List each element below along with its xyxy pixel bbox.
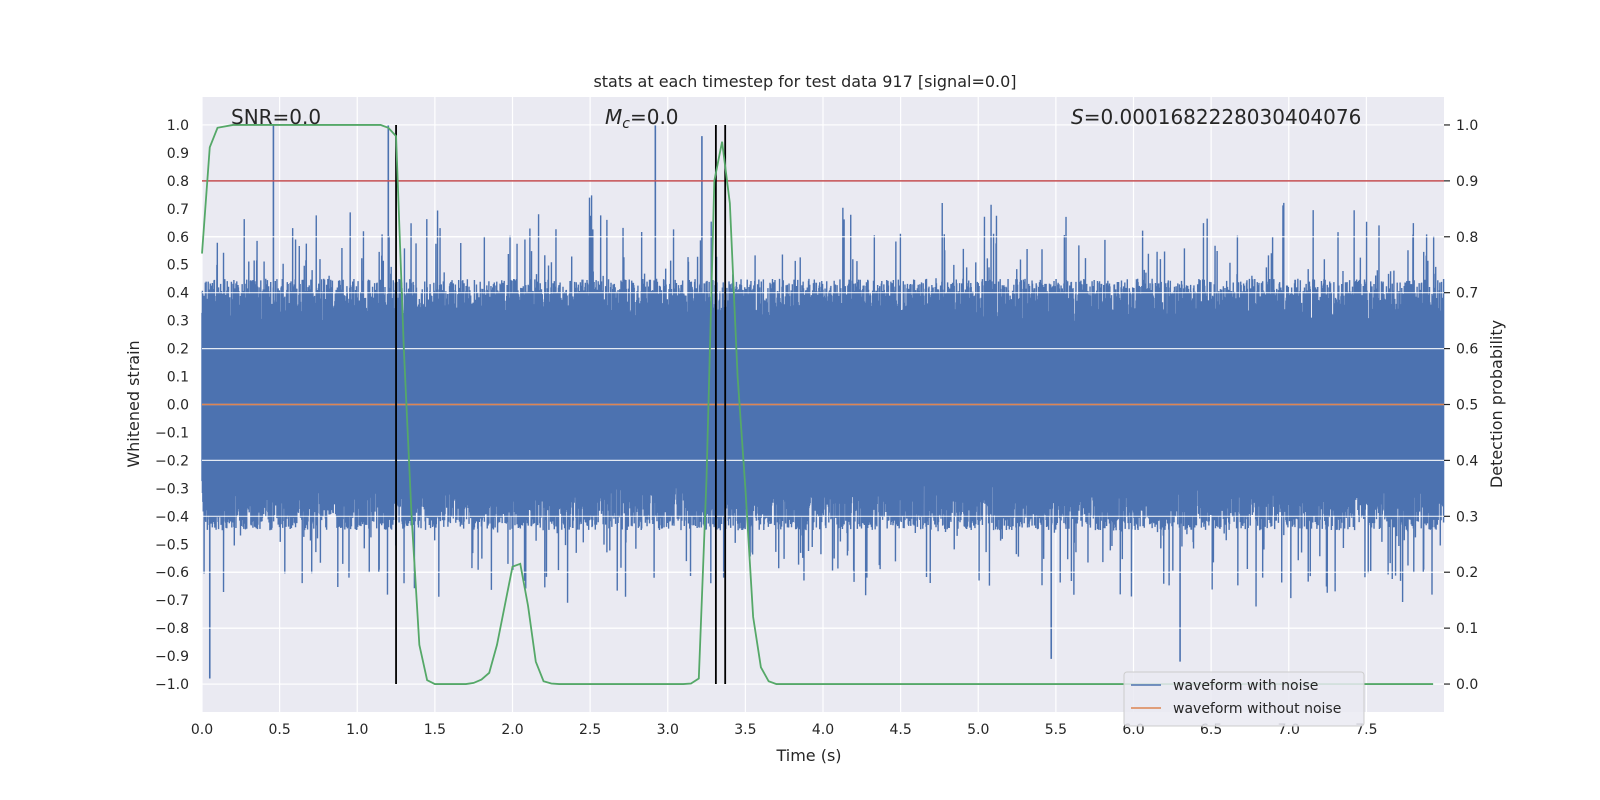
x-tick-label: 0.0: [191, 722, 213, 738]
y-tick-label: 0.3: [167, 314, 189, 330]
y2-tick-label: 0.2: [1456, 565, 1478, 581]
x-tick-label: 1.0: [346, 722, 368, 738]
mc-value: =0.0: [630, 105, 679, 129]
chirp-mass-annotation: Mc=0.0: [605, 105, 679, 132]
y-tick-label: −0.5: [155, 537, 189, 553]
x-tick-label: 5.0: [967, 722, 989, 738]
y2-tick-label: 0.1: [1456, 621, 1478, 637]
y-axis-ticks: 1.0 0.9 0.8 0.7 0.6 0.5 0.4 0.3 0.2 0.1 0.0 −0.1 −0.…: [155, 118, 189, 693]
y-tick-label: 0.4: [167, 286, 189, 302]
x-tick-label: 0.5: [268, 722, 290, 738]
x-tick-label: 4.0: [812, 722, 834, 738]
y2-tick-label: 0.9: [1456, 174, 1478, 190]
legend-box: [1123, 671, 1365, 727]
x-axis-ticks: 0.0 0.5 1.0 1.5 2.0 2.5 3.0 3.5 4.0 4.5 5.0 5.5 6.0 6…: [191, 722, 1378, 738]
y2-tick-label: 0.6: [1456, 342, 1478, 358]
y-tick-label: −0.8: [155, 621, 189, 637]
x-tick-label: 5.5: [1045, 722, 1067, 738]
y-tick-label: 0.0: [167, 398, 189, 414]
y-tick-label: 0.2: [167, 342, 189, 358]
legend-label-clean: waveform without noise: [1173, 701, 1341, 717]
x-tick-label: 3.0: [657, 722, 679, 738]
y-tick-label: 0.5: [167, 258, 189, 274]
x-axis-label: Time (s): [775, 746, 841, 765]
detection-probability-line: [201, 124, 1434, 685]
y-tick-label: −0.9: [155, 649, 189, 665]
y-tick-label: 0.1: [167, 370, 189, 386]
y2-axis-ticks: 1.0 0.9 0.8 0.7 0.6 0.5 0.4 0.3 0.2 0.1 0.0: [1444, 118, 1478, 693]
vertical-markers: [395, 124, 727, 685]
mc-subscript: c: [622, 116, 630, 132]
x-tick-label: 2.5: [579, 722, 601, 738]
legend-label-noise: waveform with noise: [1173, 678, 1318, 694]
mc-symbol: M: [605, 105, 622, 129]
y-tick-label: 0.6: [167, 230, 189, 246]
s-value: =0.0001682228030404076: [1084, 105, 1362, 129]
y-tick-label: −0.6: [155, 565, 189, 581]
y-tick-label: −0.2: [155, 453, 189, 469]
snr-annotation: SNR=0.0: [231, 105, 321, 129]
y2-tick-label: 0.0: [1456, 677, 1478, 693]
noise-trace: [201, 195, 1445, 607]
y-tick-label: 0.8: [167, 174, 189, 190]
y2-axis-label: Detection probability: [1487, 320, 1506, 488]
y2-tick-label: 0.5: [1456, 398, 1478, 414]
y-tick-label: −0.4: [155, 509, 189, 525]
y-tick-label: −1.0: [155, 677, 189, 693]
y-tick-label: 0.7: [167, 202, 189, 218]
y-tick-label: −0.3: [155, 481, 189, 497]
y-tick-label: −0.1: [155, 425, 189, 441]
y2-tick-label: 0.4: [1456, 453, 1478, 469]
y-axis-label: Whitened strain: [124, 340, 143, 467]
s-annotation: S=0.0001682228030404076: [1071, 105, 1361, 129]
x-tick-label: 1.5: [424, 722, 446, 738]
y2-tick-label: 0.7: [1456, 286, 1478, 302]
y2-tick-label: 0.3: [1456, 509, 1478, 525]
x-tick-label: 2.0: [501, 722, 523, 738]
chart-title: stats at each timestep for test data 917…: [593, 72, 1016, 91]
y-tick-label: 1.0: [167, 118, 189, 134]
y-tick-label: 0.9: [167, 146, 189, 162]
waveform-with-noise-series: [201, 124, 1445, 679]
x-tick-label: 4.5: [889, 722, 911, 738]
legend: waveform with noise waveform without noi…: [1123, 671, 1365, 727]
s-symbol: S: [1071, 105, 1084, 129]
y-tick-label: −0.7: [155, 593, 189, 609]
y2-tick-label: 0.8: [1456, 230, 1478, 246]
x-tick-label: 3.5: [734, 722, 756, 738]
y2-tick-label: 1.0: [1456, 118, 1478, 134]
